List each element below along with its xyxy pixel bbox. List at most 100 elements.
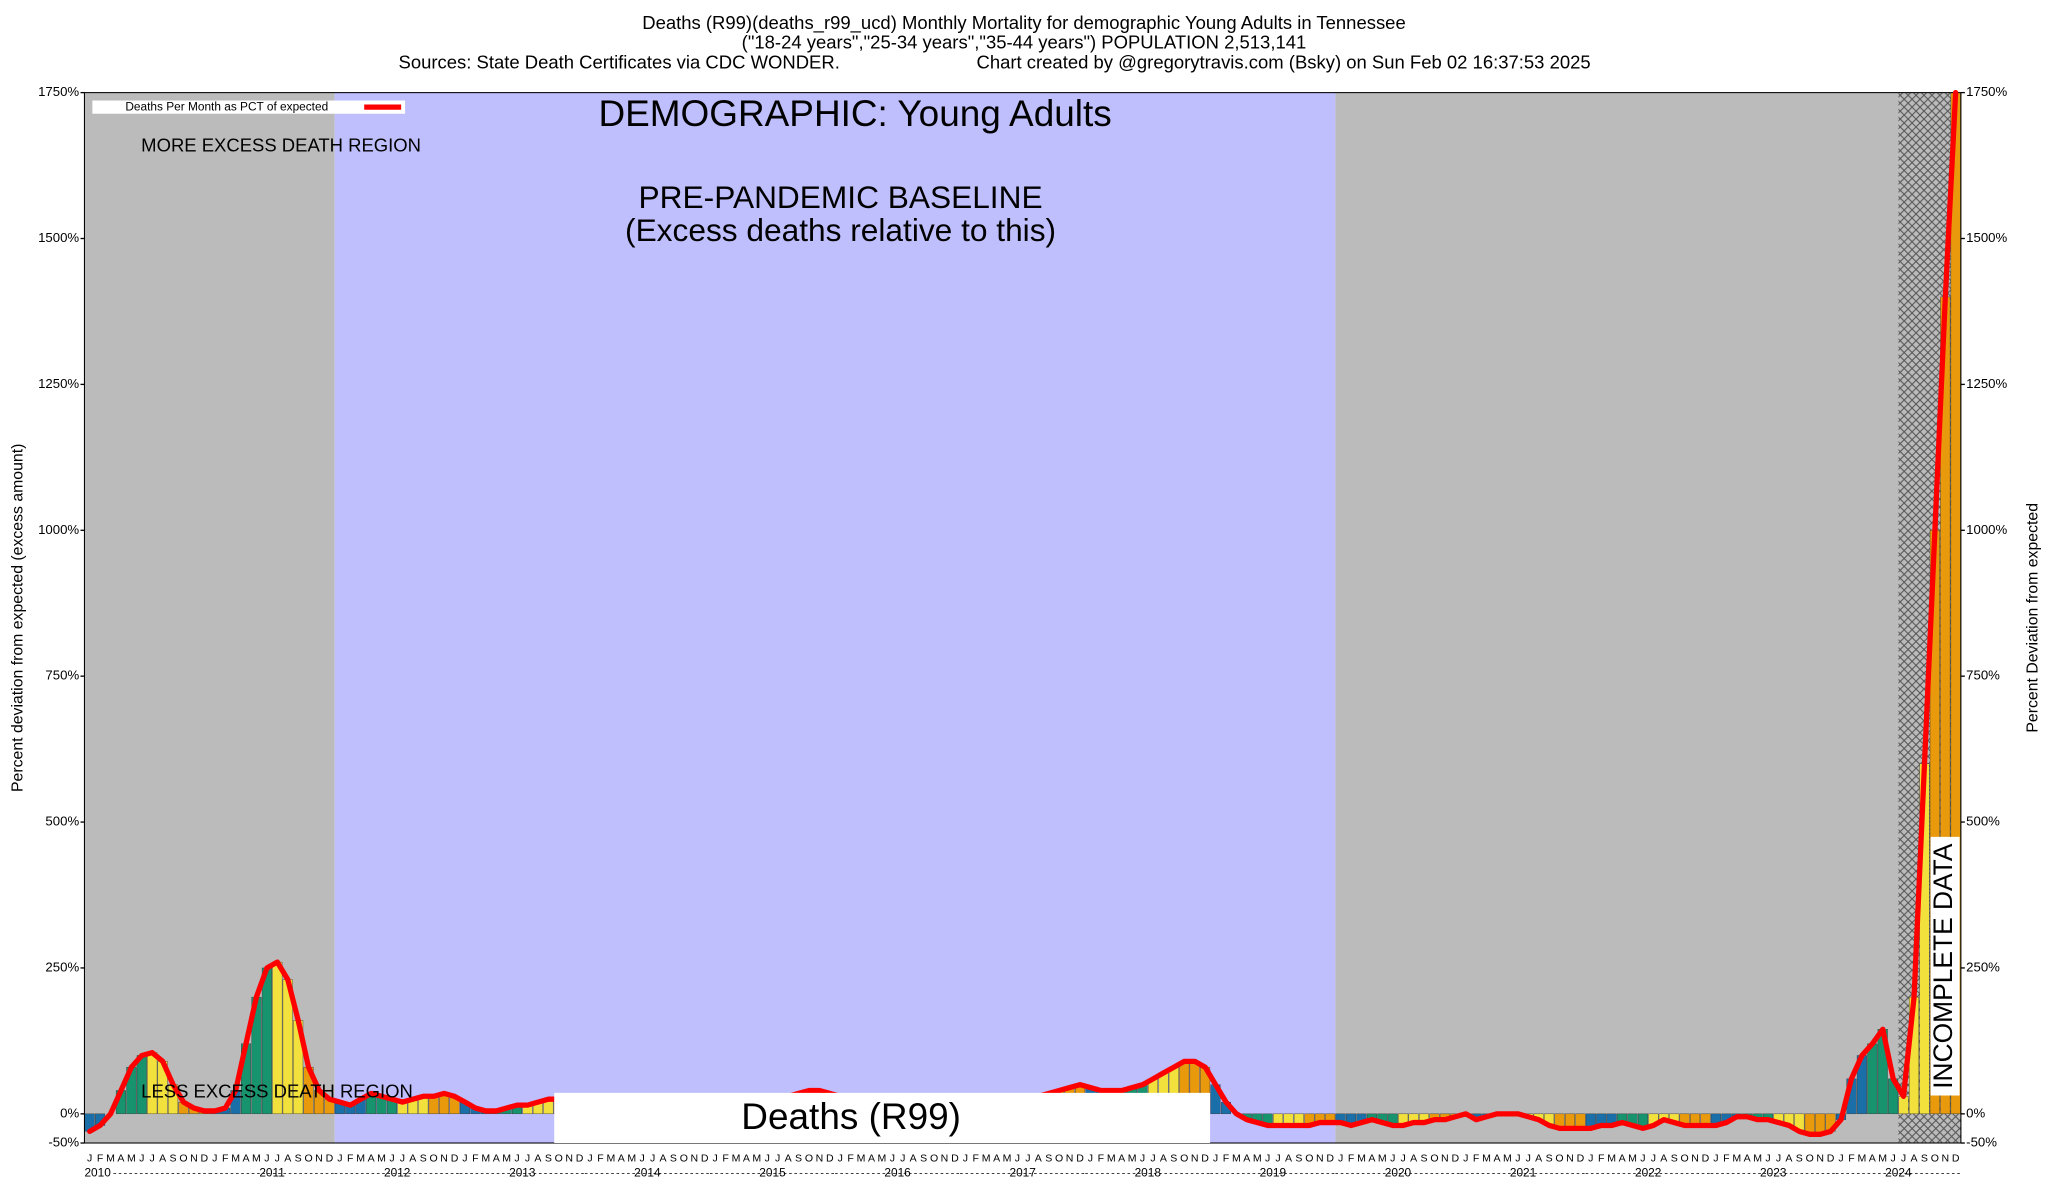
- x-tick-label: A: [493, 1153, 501, 1165]
- x-tick-label: N: [1441, 1153, 1449, 1165]
- x-tick-label: A: [743, 1153, 751, 1165]
- x-tick-label: M: [1003, 1153, 1012, 1165]
- year-label: 2019: [1260, 1166, 1287, 1180]
- x-tick-label: J: [1401, 1153, 1406, 1165]
- y2-tick-label: 500%: [1966, 814, 2000, 829]
- x-tick-label: A: [910, 1153, 918, 1165]
- x-tick-label: A: [785, 1153, 793, 1165]
- x-tick-label: O: [179, 1153, 187, 1165]
- x-tick-label: A: [1243, 1153, 1251, 1165]
- y-tick-label: 1250%: [38, 376, 79, 391]
- x-tick-label: J: [713, 1153, 718, 1165]
- x-tick-label: J: [1463, 1153, 1468, 1165]
- x-tick-label: J: [765, 1153, 770, 1165]
- x-tick-label: F: [1348, 1153, 1355, 1165]
- x-tick-label: J: [1765, 1153, 1770, 1165]
- x-tick-label: S: [1421, 1153, 1428, 1165]
- x-tick-label: J: [900, 1153, 905, 1165]
- y-tick-label: 1000%: [38, 522, 79, 537]
- x-tick-label: M: [752, 1153, 761, 1165]
- x-tick-label: D: [451, 1153, 459, 1165]
- x-tick-label: N: [1691, 1153, 1699, 1165]
- x-tick-label: O: [680, 1153, 688, 1165]
- x-tick-label: N: [1066, 1153, 1074, 1165]
- x-tick-label: N: [941, 1153, 949, 1165]
- x-tick-label: A: [1619, 1153, 1627, 1165]
- x-tick-label: F: [1098, 1153, 1105, 1165]
- x-tick-label: D: [826, 1153, 834, 1165]
- year-label: 2023: [1760, 1166, 1787, 1180]
- x-tick-label: D: [326, 1153, 334, 1165]
- x-tick-label: J: [1338, 1153, 1343, 1165]
- x-tick-label: J: [838, 1153, 843, 1165]
- year-label: 2012: [384, 1166, 410, 1180]
- x-tick-label: M: [1107, 1153, 1116, 1165]
- x-tick-label: M: [1503, 1153, 1512, 1165]
- x-tick-label: O: [555, 1153, 563, 1165]
- year-label: 2013: [509, 1166, 536, 1180]
- x-tick-label: A: [243, 1153, 251, 1165]
- x-tick-label: F: [597, 1153, 604, 1165]
- y2-tick-label: 250%: [1966, 959, 2000, 974]
- x-tick-label: M: [982, 1153, 991, 1165]
- x-tick-label: N: [1941, 1153, 1949, 1165]
- y-tick-label: 500%: [45, 814, 79, 829]
- x-tick-label: A: [1535, 1153, 1543, 1165]
- x-tick-label: J: [514, 1153, 519, 1165]
- baseline-label: PRE-PANDEMIC BASELINE: [639, 179, 1043, 215]
- x-tick-label: M: [1857, 1153, 1866, 1165]
- x-tick-label: D: [1451, 1153, 1459, 1165]
- x-tick-label: S: [670, 1153, 677, 1165]
- x-tick-label: N: [1316, 1153, 1324, 1165]
- bar: [1898, 1096, 1909, 1115]
- x-tick-label: J: [1390, 1153, 1395, 1165]
- y-tick-label: -50%: [48, 1134, 79, 1149]
- baseline-sublabel: (Excess deaths relative to this): [625, 212, 1056, 248]
- x-tick-label: F: [222, 1153, 229, 1165]
- x-tick-label: J: [87, 1153, 92, 1165]
- x-tick-label: M: [1357, 1153, 1366, 1165]
- x-tick-label: J: [1015, 1153, 1020, 1165]
- x-tick-label: J: [1651, 1153, 1656, 1165]
- year-label: 2015: [759, 1166, 786, 1180]
- x-tick-label: F: [1473, 1153, 1480, 1165]
- x-tick-label: M: [231, 1153, 240, 1165]
- bar: [1867, 1043, 1878, 1115]
- x-tick-label: F: [1223, 1153, 1230, 1165]
- series-name-box: [554, 1092, 1211, 1144]
- more-excess-label: MORE EXCESS DEATH REGION: [141, 135, 421, 156]
- x-tick-label: O: [930, 1153, 938, 1165]
- incomplete-label: INCOMPLETE DATA: [1928, 843, 1958, 1089]
- x-tick-label: O: [430, 1153, 438, 1165]
- x-tick-label: O: [805, 1153, 813, 1165]
- year-label: 2017: [1009, 1166, 1035, 1180]
- x-tick-label: N: [1816, 1153, 1824, 1165]
- x-tick-label: N: [1566, 1153, 1574, 1165]
- year-label: 2010: [84, 1166, 111, 1180]
- x-tick-label: J: [890, 1153, 895, 1165]
- x-tick-label: M: [1732, 1153, 1741, 1165]
- less-excess-label: LESS EXCESS DEATH REGION: [141, 1081, 413, 1102]
- year-label: 2018: [1135, 1166, 1162, 1180]
- x-tick-label: A: [117, 1153, 125, 1165]
- x-tick-label: M: [857, 1153, 866, 1165]
- x-tick-label: A: [1910, 1153, 1918, 1165]
- y-tick-label: 1750%: [38, 84, 79, 99]
- year-label: 2022: [1635, 1166, 1661, 1180]
- x-tick-label: J: [640, 1153, 645, 1165]
- x-tick-label: M: [1878, 1153, 1887, 1165]
- x-tick-label: N: [440, 1153, 448, 1165]
- x-tick-label: O: [1305, 1153, 1313, 1165]
- incomplete-box: [1930, 836, 1960, 1096]
- x-tick-label: M: [1607, 1153, 1616, 1165]
- x-tick-label: J: [587, 1153, 592, 1165]
- x-tick-label: M: [1253, 1153, 1262, 1165]
- x-tick-label: A: [660, 1153, 668, 1165]
- source: Sources: State Death Certificates via CD…: [399, 51, 840, 72]
- x-tick-label: M: [1753, 1153, 1762, 1165]
- x-tick-label: A: [534, 1153, 542, 1165]
- x-tick-label: O: [304, 1153, 312, 1165]
- y2-tick-label: 0%: [1966, 1105, 1985, 1120]
- bar: [428, 1096, 439, 1115]
- x-tick-label: F: [722, 1153, 729, 1165]
